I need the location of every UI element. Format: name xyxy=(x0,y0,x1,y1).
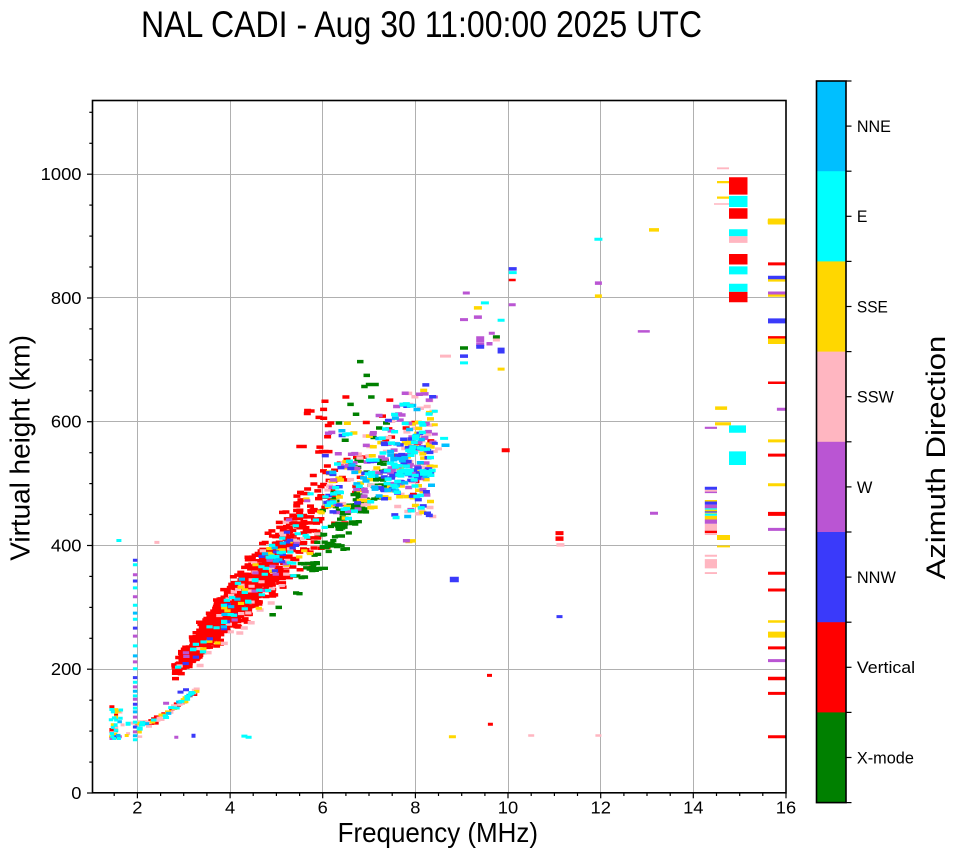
svg-text:12: 12 xyxy=(591,798,611,818)
svg-text:NAL CADI - Aug 30 11:00:00 202: NAL CADI - Aug 30 11:00:00 2025 UTC xyxy=(141,4,702,45)
svg-text:Vertical: Vertical xyxy=(857,658,915,677)
svg-text:2: 2 xyxy=(132,798,142,818)
svg-text:1000: 1000 xyxy=(41,164,82,184)
svg-text:4: 4 xyxy=(225,798,235,818)
svg-text:600: 600 xyxy=(51,412,82,432)
svg-text:200: 200 xyxy=(51,659,82,679)
svg-text:16: 16 xyxy=(776,798,797,818)
svg-text:Virtual height (km): Virtual height (km) xyxy=(5,335,36,561)
svg-text:10: 10 xyxy=(498,798,519,818)
svg-text:X-mode: X-mode xyxy=(857,748,914,767)
svg-text:6: 6 xyxy=(318,798,328,818)
svg-text:400: 400 xyxy=(51,535,82,555)
svg-text:NNE: NNE xyxy=(857,117,891,136)
svg-text:8: 8 xyxy=(410,798,420,818)
svg-text:0: 0 xyxy=(71,783,81,803)
svg-text:E: E xyxy=(857,207,868,226)
svg-text:800: 800 xyxy=(51,288,82,308)
svg-text:SSE: SSE xyxy=(857,297,888,316)
svg-text:SSW: SSW xyxy=(857,388,894,407)
svg-text:NNW: NNW xyxy=(857,568,896,587)
svg-text:14: 14 xyxy=(683,798,704,818)
svg-text:Frequency (MHz): Frequency (MHz) xyxy=(338,817,538,848)
svg-text:W: W xyxy=(857,478,873,497)
svg-text:Azimuth Direction: Azimuth Direction xyxy=(921,336,951,580)
